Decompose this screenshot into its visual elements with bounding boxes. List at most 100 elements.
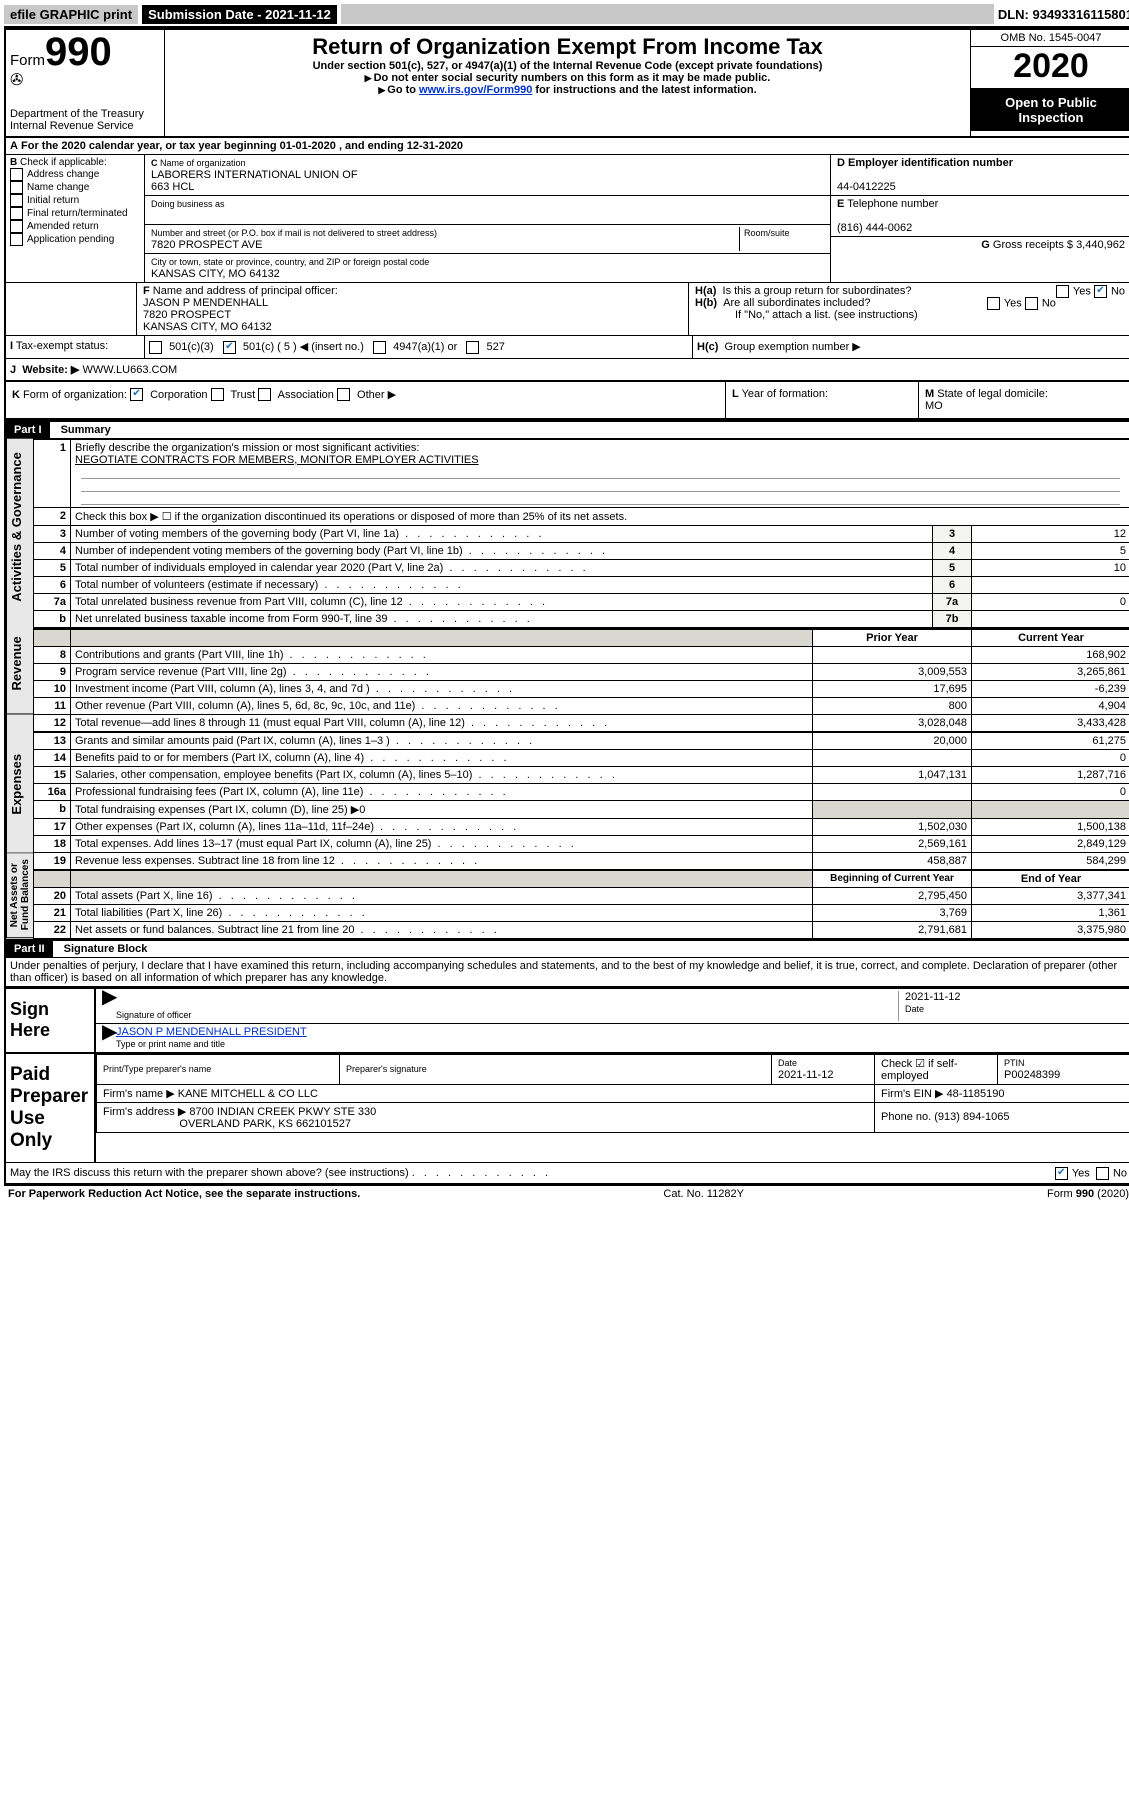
page-footer: For Paperwork Reduction Act Notice, see …: [4, 1185, 1129, 1202]
i-label: Tax-exempt status:: [16, 340, 108, 352]
chk-initial[interactable]: [10, 194, 23, 207]
opt-amended: Amended return: [27, 221, 99, 232]
ptin-label: PTIN: [1004, 1058, 1025, 1068]
table-row: 12Total revenue—add lines 8 through 11 (…: [34, 714, 1129, 731]
discuss-yes-chk[interactable]: [1055, 1167, 1068, 1180]
table-row: 10Investment income (Part VIII, column (…: [34, 680, 1129, 697]
row-a-text: For the 2020 calendar year, or tax year …: [21, 140, 463, 152]
note-ssn: Do not enter social security numbers on …: [169, 72, 966, 84]
gov-table: 1 Briefly describe the organization's mi…: [33, 439, 1129, 628]
form-subtitle: Under section 501(c), 527, or 4947(a)(1)…: [169, 60, 966, 72]
org-name: LABORERS INTERNATIONAL UNION OF 663 HCL: [151, 169, 358, 193]
table-row: 17Other expenses (Part IX, column (A), l…: [34, 818, 1129, 835]
part1-title: Summary: [53, 424, 111, 436]
lbl-trust: Trust: [230, 389, 255, 401]
firm-phone-val: (913) 894-1065: [934, 1111, 1009, 1123]
hb-yes[interactable]: [987, 297, 1000, 310]
part1-hdr: Part I: [6, 422, 50, 438]
chk-name[interactable]: [10, 181, 23, 194]
ha-label: Is this a group return for subordinates?: [723, 285, 912, 297]
part1-header: Part I Summary: [6, 420, 1129, 439]
note-goto-b: for instructions and the latest informat…: [532, 84, 756, 96]
chk-address[interactable]: [10, 168, 23, 181]
table-row: 9Program service revenue (Part VIII, lin…: [34, 663, 1129, 680]
section-j: J Website: ▶ WWW.LU663.COM: [6, 359, 1129, 382]
table-row: 20Total assets (Part X, line 16)2,795,45…: [34, 887, 1129, 904]
sig-date-val: 2021-11-12: [905, 991, 960, 1003]
prep-sig-label: Preparer's signature: [346, 1064, 427, 1074]
chk-assoc[interactable]: [258, 388, 271, 401]
lbl-527: 527: [487, 341, 505, 353]
omb-number: OMB No. 1545-0047: [971, 30, 1129, 47]
chk-527[interactable]: [466, 341, 479, 354]
city-val: KANSAS CITY, MO 64132: [151, 268, 280, 280]
firm-addr-label: Firm's address ▶: [103, 1106, 186, 1118]
prep-date-label: Date: [778, 1058, 797, 1068]
section-i: I Tax-exempt status: 501(c)(3) 501(c) ( …: [6, 336, 1129, 359]
self-employed: Check ☑ if self-employed: [875, 1054, 998, 1084]
d-label: Employer identification number: [848, 157, 1013, 169]
sign-here-label: Sign Here: [6, 989, 94, 1052]
chk-501c3[interactable]: [149, 341, 162, 354]
dln-label: DLN: 93493316115801: [998, 7, 1129, 22]
f-label: Name and address of principal officer:: [153, 285, 338, 297]
j-label: Website: ▶: [22, 364, 79, 376]
chk-app[interactable]: [10, 233, 23, 246]
table-row: 15Salaries, other compensation, employee…: [34, 766, 1129, 783]
l-label: Year of formation:: [742, 388, 828, 400]
q1-val: NEGOTIATE CONTRACTS FOR MEMBERS, MONITOR…: [75, 454, 479, 466]
hc-label: Group exemption number ▶: [725, 341, 861, 353]
form-title: Return of Organization Exempt From Incom…: [169, 34, 966, 60]
table-row: 7aTotal unrelated business revenue from …: [34, 593, 1129, 610]
opt-initial: Initial return: [27, 195, 79, 206]
net-table: Beginning of Current Year End of Year 20…: [33, 870, 1129, 939]
preparer-label: Paid Preparer Use Only: [6, 1054, 94, 1162]
header-right: OMB No. 1545-0047 2020 Open to Public In…: [971, 29, 1129, 137]
opt-final: Final return/terminated: [27, 208, 128, 219]
dept-label: Department of the Treasury Internal Reve…: [10, 108, 160, 132]
firm-ein-label: Firm's EIN ▶: [881, 1088, 944, 1100]
hb-label: Are all subordinates included?: [723, 297, 870, 309]
officer-name: JASON P MENDENHALL PRESIDENT: [116, 1026, 307, 1038]
gross-receipts: 3,440,962: [1076, 239, 1125, 251]
preparer-table: Print/Type preparer's name Preparer's si…: [96, 1054, 1129, 1133]
lbl-501c3: 501(c)(3): [169, 341, 214, 353]
discuss-row: May the IRS discuss this return with the…: [6, 1162, 1129, 1183]
officer-name-label: Type or print name and title: [116, 1039, 225, 1049]
discuss-no: No: [1113, 1167, 1127, 1179]
m-label: State of legal domicile:: [937, 388, 1048, 400]
ein-val: 44-0412225: [837, 181, 896, 193]
header-left: Form990 ✇ Department of the Treasury Int…: [6, 29, 165, 137]
hb-no[interactable]: [1025, 297, 1038, 310]
chk-other[interactable]: [337, 388, 350, 401]
table-row: 18Total expenses. Add lines 13–17 (must …: [34, 835, 1129, 852]
lbl-4947: 4947(a)(1) or: [393, 341, 457, 353]
b-label: Check if applicable:: [20, 157, 107, 168]
lbl-corp: Corporation: [150, 389, 207, 401]
table-row: 19Revenue less expenses. Subtract line 1…: [34, 852, 1129, 869]
sig-label: Signature of officer: [116, 1010, 191, 1020]
header-table: Form990 ✇ Department of the Treasury Int…: [6, 28, 1129, 138]
ha-no[interactable]: [1094, 285, 1107, 298]
chk-final[interactable]: [10, 207, 23, 220]
hb-note: If "No," attach a list. (see instruction…: [695, 309, 1125, 321]
part2-hdr: Part II: [6, 941, 53, 957]
top-bar: efile GRAPHIC print Submission Date - 20…: [4, 4, 1129, 24]
q2-text: Check this box ▶ ☐ if the organization d…: [71, 507, 1129, 525]
discuss-yes: Yes: [1072, 1167, 1090, 1179]
form-outer: Form990 ✇ Department of the Treasury Int…: [4, 26, 1129, 1185]
discuss-no-chk[interactable]: [1096, 1167, 1109, 1180]
irs-link[interactable]: www.irs.gov/Form990: [419, 84, 532, 96]
note-goto-a: Go to: [378, 84, 419, 96]
g-label: Gross receipts $: [993, 239, 1073, 251]
chk-trust[interactable]: [211, 388, 224, 401]
chk-501c[interactable]: [223, 341, 236, 354]
chk-4947[interactable]: [373, 341, 386, 354]
chk-amended[interactable]: [10, 220, 23, 233]
m-val: MO: [925, 400, 943, 412]
col-c: C Name of organization LABORERS INTERNAT…: [145, 155, 830, 282]
table-row: 21Total liabilities (Part X, line 26)3,7…: [34, 904, 1129, 921]
table-row: bNet unrelated business taxable income f…: [34, 610, 1129, 627]
chk-corp[interactable]: [130, 388, 143, 401]
ha instru-yes[interactable]: [1056, 285, 1069, 298]
